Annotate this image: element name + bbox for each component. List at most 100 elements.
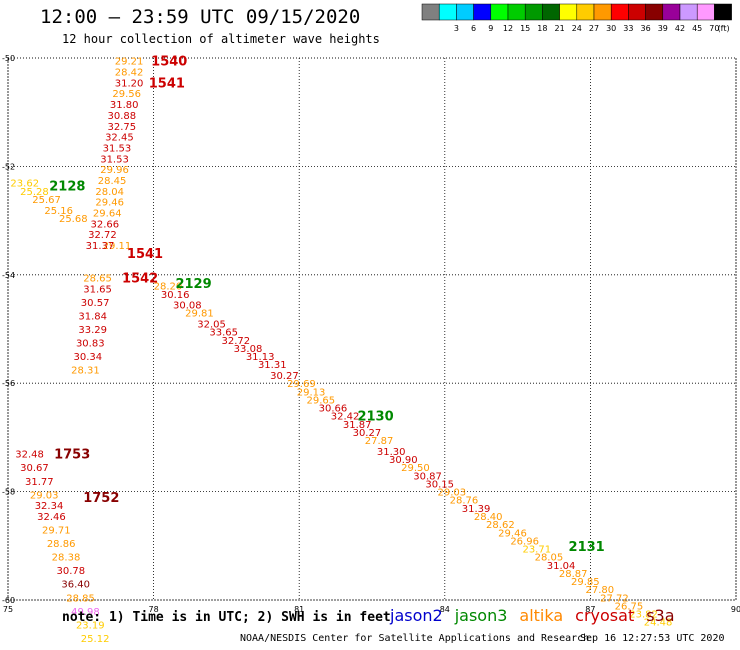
wave-height-value: 29.11 (103, 241, 132, 252)
page-title: 12:00 – 23:59 UTC 09/15/2020 (40, 6, 361, 28)
credit-line: NOAA/NESDIS Center for Satellite Applica… (240, 633, 590, 644)
colorbar-tick-label: 6 (471, 24, 476, 33)
pass-time-label: 1540 (151, 55, 187, 70)
generated-timestamp: Sep 16 12:27:53 UTC 2020 (580, 633, 725, 644)
wave-height-value: 30.66 (319, 404, 348, 415)
wave-height-value: 29.85 (571, 577, 600, 588)
wave-height-value: 31.04 (547, 561, 576, 572)
wave-height-value: 29.03 (30, 490, 59, 501)
colorbar-swatch (645, 3, 664, 21)
wave-height-value: 32.34 (35, 501, 64, 512)
wave-height-value: 30.34 (74, 352, 103, 363)
wave-height-value: 32.48 (15, 450, 44, 461)
wave-height-value: 32.72 (222, 336, 251, 347)
wave-height-value: 29.03 (438, 488, 467, 499)
colorbar-swatch (593, 3, 612, 21)
wave-height-value: 30.67 (20, 463, 49, 474)
colorbar-tick-label: 24 (572, 24, 582, 33)
wave-height-value: 27.80 (586, 585, 615, 596)
wave-height-value: 27.87 (365, 436, 394, 447)
wave-height-value: 29.96 (100, 165, 129, 176)
axis-tick-labels: 75 78 81 84 87 90 -50 -52 -54 -56 -58 -60 (2, 54, 740, 614)
pass-time-label: 1753 (54, 448, 90, 463)
colorbar-tick-label: 18 (537, 24, 547, 33)
wave-height-value: 28.86 (47, 539, 76, 550)
pass-time-label: 2131 (569, 540, 605, 555)
colorbar-tick-label: 21 (555, 24, 565, 33)
pass-time-label: 2129 (175, 277, 211, 292)
wave-height-value: 31.30 (377, 447, 406, 458)
wave-height-value: 30.16 (161, 290, 190, 301)
wave-height-value: 29.46 (95, 198, 124, 209)
wave-height-value: 28.62 (486, 520, 515, 531)
wave-height-value: 31.84 (78, 311, 107, 322)
colorbar-tick-label: 33 (623, 24, 633, 33)
pass-time-labels: 1540 1541 2128 1541 1542 2129 2130 1753 1752 2131 (49, 55, 604, 555)
colorbar-legend: 3 6 9 12 15 18 21 24 27 30 33 36 39 42 45 70(ft) (421, 3, 732, 33)
colorbar-tick-label: 3 (454, 24, 459, 33)
wave-height-value: 32.45 (105, 133, 134, 144)
wave-height-value: 25.28 (20, 187, 49, 198)
wave-height-value: 31.37 (86, 241, 115, 252)
map-frame (7, 57, 737, 601)
wave-height-value: 23.62 (10, 179, 39, 190)
wave-height-value: 32.75 (107, 122, 136, 133)
mission-legend-cryosat: cryosat (575, 606, 635, 625)
units-note: note: 1) Time is in UTC; 2) SWH is in fe… (62, 610, 391, 625)
wave-height-value: 30.15 (425, 479, 454, 490)
wave-height-value: 31.77 (25, 477, 54, 488)
lon-tick-label: 90 (731, 605, 740, 614)
plot-border (7, 57, 737, 601)
wave-height-value: 30.27 (353, 428, 382, 439)
colorbar-swatch (490, 3, 509, 21)
colorbar-tick-label: 27 (589, 24, 599, 33)
wave-height-value: 36.40 (61, 580, 90, 591)
colorbar-swatch (524, 3, 543, 21)
wave-height-value: 28.42 (115, 68, 144, 79)
wave-height-value: 30.90 (389, 455, 418, 466)
pass-time-label: 2128 (49, 179, 85, 194)
lat-tick-label: -58 (2, 488, 15, 497)
wave-height-value: 30.08 (173, 301, 202, 312)
colorbar-swatch (473, 3, 492, 21)
wave-height-value: 29.46 (498, 528, 527, 539)
mission-legend-jason2: jason2 (390, 606, 443, 625)
colorbar-tick-label: 70 (709, 24, 719, 33)
pass-time-label: 1542 (122, 272, 158, 287)
wave-height-value: 49.98 (71, 607, 100, 618)
lon-tick-label: 87 (585, 605, 595, 614)
wave-height-value: 31.13 (246, 352, 275, 363)
wave-height-value: 28.04 (95, 187, 124, 198)
colorbar-swatch (714, 3, 732, 21)
wave-height-value: 33.29 (78, 325, 107, 336)
colorbar-tick-label: 9 (488, 24, 493, 33)
wave-height-value: 30.57 (81, 298, 110, 309)
colorbar-tick-label: 30 (606, 24, 616, 33)
wave-height-value: 25.67 (32, 195, 61, 206)
colorbar-swatch (507, 3, 526, 21)
wave-height-value: 33.65 (209, 328, 238, 339)
mission-legend: jason2 jason3 altika cryosat s3a (390, 606, 687, 625)
wave-height-value: 30.27 (270, 371, 299, 382)
colorbar-tick-label: 39 (658, 24, 668, 33)
lat-tick-label: -50 (2, 54, 15, 63)
wave-height-value: 26.75 (615, 601, 644, 612)
wave-height-value: 29.65 (306, 395, 335, 406)
lat-tick-label: -56 (2, 379, 15, 388)
wave-height-value: 23.19 (76, 620, 105, 631)
wave-height-value: 32.42 (331, 412, 360, 423)
wave-height-value: 30.87 (413, 471, 442, 482)
wave-height-value: 30.83 (76, 339, 105, 350)
wave-height-value: 28.38 (52, 553, 81, 564)
map-grid (7, 57, 737, 601)
wave-height-value: 32.05 (197, 320, 226, 331)
colorbar-swatch (576, 3, 595, 21)
wave-height-value: 28.65 (83, 274, 112, 285)
wave-height-value: 28.05 (535, 553, 564, 564)
wave-height-value: 28.87 (559, 569, 588, 580)
wave-height-value: 31.87 (343, 420, 372, 431)
wave-height-value: 30.88 (107, 111, 136, 122)
colorbar-swatch (696, 3, 715, 21)
lat-tick-label: -60 (2, 596, 15, 605)
